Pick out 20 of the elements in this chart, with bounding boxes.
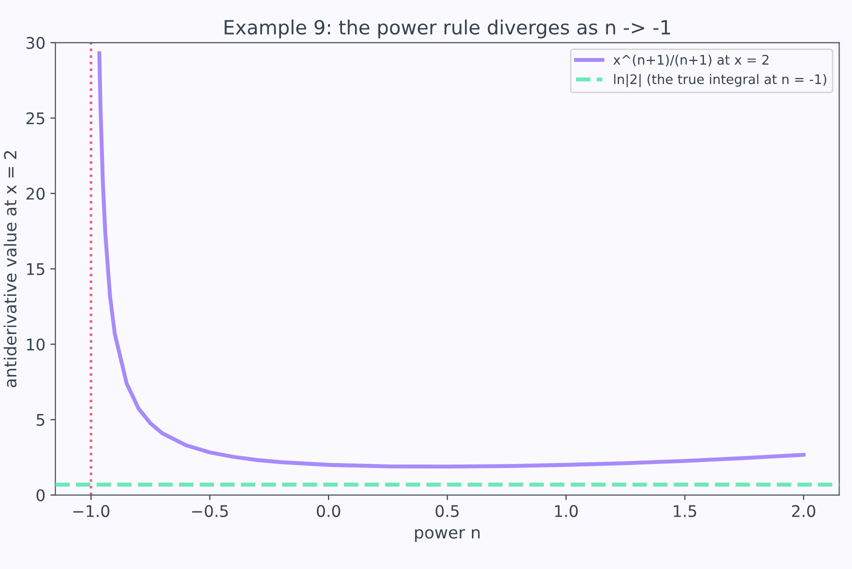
x-tick-label: 0.5 [436, 505, 459, 518]
x-axis-title: power n [415, 529, 480, 542]
y-tick-label: 30 [26, 36, 45, 49]
legend-label: x^(n+1)/(n+1) at x = 2 [613, 54, 768, 66]
y-tick-label: 25 [26, 112, 44, 124]
x-tick-label: −0.5 [192, 505, 228, 518]
line-series [97, 51, 806, 468]
y-tick-label: 15 [27, 263, 44, 276]
x-tick-label: 0.0 [316, 505, 340, 518]
x-tick-label: −1.0 [73, 505, 110, 518]
x-tick-label: 2.0 [792, 505, 816, 518]
x-tick-label: 1.0 [555, 505, 578, 518]
y-tick-label: 5 [36, 414, 44, 426]
y-tick-label: 10 [27, 338, 45, 351]
chart-title: Example 9: the power rule diverges as n -> -1 [224, 20, 670, 38]
y-tick-label: 20 [26, 188, 45, 200]
x-tick-label: 1.5 [674, 505, 696, 518]
y-axis-title: antiderivative value at x = 2 [4, 151, 17, 388]
y-tick-label: 0 [36, 489, 45, 502]
legend-label: ln|2| (the true integral at n = -1) [614, 74, 826, 88]
